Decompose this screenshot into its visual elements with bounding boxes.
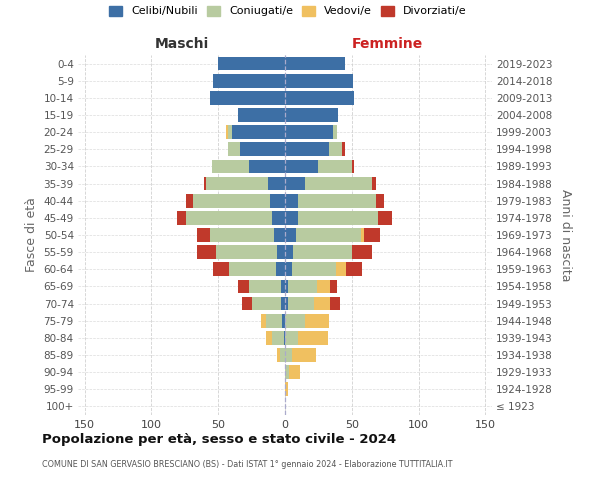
Bar [210,228,274,242]
Bar [343,142,345,156]
Bar [266,314,283,328]
Bar [274,228,285,242]
Bar [364,228,380,242]
Bar [376,194,384,207]
Bar [285,74,353,88]
Text: Maschi: Maschi [155,38,209,52]
Bar [287,280,317,293]
Bar [249,160,285,173]
Bar [272,331,284,344]
Bar [314,296,331,310]
Bar [275,262,285,276]
Bar [215,246,277,259]
Bar [285,211,298,224]
Bar [336,262,346,276]
Bar [331,296,340,310]
Bar [266,331,272,344]
Bar [298,211,379,224]
Bar [210,91,285,104]
Bar [242,296,251,310]
Bar [285,314,305,328]
Bar [298,194,376,207]
Bar [218,56,285,70]
Bar [319,160,352,173]
Bar [372,176,376,190]
Bar [226,126,227,139]
Bar [305,314,329,328]
Bar [177,211,186,224]
Bar [285,296,287,310]
Bar [249,280,281,293]
Bar [203,176,206,190]
Bar [271,194,285,207]
Bar [331,280,337,293]
Bar [352,160,355,173]
Bar [285,228,296,242]
Bar [333,126,337,139]
Bar [227,142,239,156]
Bar [293,246,352,259]
Bar [285,382,287,396]
Bar [292,348,316,362]
Bar [277,348,280,362]
Bar [213,262,229,276]
Bar [285,108,338,122]
Text: Femmine: Femmine [352,38,424,52]
Bar [272,211,285,224]
Bar [361,228,364,242]
Bar [229,262,275,276]
Y-axis label: Fasce di età: Fasce di età [25,198,38,272]
Bar [213,74,285,88]
Bar [296,228,361,242]
Bar [285,91,355,104]
Bar [285,142,329,156]
Bar [206,176,268,190]
Bar [292,262,336,276]
Bar [285,126,333,139]
Bar [238,108,285,122]
Text: COMUNE DI SAN GERVASIO BRESCIANO (BS) - Dati ISTAT 1° gennaio 2024 - Elaborazion: COMUNE DI SAN GERVASIO BRESCIANO (BS) - … [42,460,452,469]
Bar [285,160,319,173]
Bar [285,366,289,379]
Bar [285,331,298,344]
Bar [289,366,299,379]
Bar [251,296,281,310]
Bar [232,126,285,139]
Y-axis label: Anni di nascita: Anni di nascita [559,188,572,281]
Bar [346,262,362,276]
Bar [212,160,249,173]
Bar [277,246,285,259]
Legend: Celibi/Nubili, Coniugati/e, Vedovi/e, Divorziati/e: Celibi/Nubili, Coniugati/e, Vedovi/e, Di… [109,6,467,16]
Bar [280,348,285,362]
Bar [227,126,232,139]
Bar [285,176,305,190]
Bar [281,296,285,310]
Bar [352,246,372,259]
Bar [186,211,272,224]
Bar [285,348,292,362]
Bar [284,331,285,344]
Bar [287,296,314,310]
Bar [305,176,372,190]
Bar [285,262,292,276]
Text: Popolazione per età, sesso e stato civile - 2024: Popolazione per età, sesso e stato civil… [42,432,396,446]
Bar [285,194,298,207]
Bar [285,280,287,293]
Bar [317,280,331,293]
Bar [186,194,193,207]
Bar [285,56,345,70]
Bar [268,176,285,190]
Bar [298,331,328,344]
Bar [285,246,293,259]
Bar [281,280,285,293]
Bar [238,280,249,293]
Bar [197,246,215,259]
Bar [283,314,285,328]
Bar [261,314,266,328]
Bar [329,142,343,156]
Bar [193,194,271,207]
Bar [379,211,392,224]
Bar [197,228,210,242]
Bar [239,142,285,156]
